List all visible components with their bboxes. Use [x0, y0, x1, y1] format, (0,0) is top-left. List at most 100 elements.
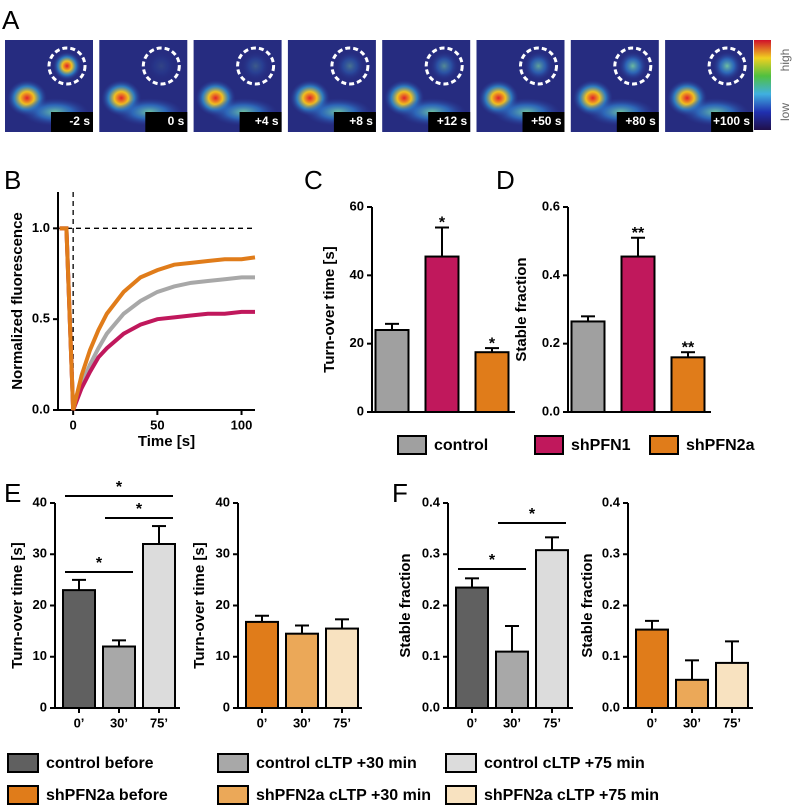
panel-label: E [4, 478, 21, 508]
y-tick-label: 10 [216, 648, 230, 663]
y-tick-label: 0.0 [422, 699, 440, 714]
series-line [59, 226, 256, 411]
bar [535, 549, 569, 710]
stamp-bg [239, 112, 282, 132]
x-tick-label: 0’ [257, 715, 268, 730]
timestamp: +12 s [437, 114, 468, 128]
timestamp: +80 s [625, 114, 656, 128]
legend-label: shPFN2a cLTP +30 min [256, 787, 431, 804]
x-tick-label: 30’ [110, 715, 128, 730]
blob [147, 52, 176, 80]
y-tick-label: 0.1 [602, 648, 620, 663]
y-axis-label: Turn-over time [s] [321, 246, 338, 372]
legend-swatch [649, 435, 679, 455]
x-tick-label: 30’ [293, 715, 311, 730]
legend-label: control [434, 437, 488, 454]
micrograph: +100 s [665, 40, 754, 132]
x-tick-label: 0’ [74, 715, 85, 730]
y-tick-label: 60 [350, 198, 364, 213]
micrograph: 0 s [99, 40, 188, 132]
stamp-bg [616, 112, 659, 132]
stamp-bg [333, 112, 376, 132]
blob [618, 52, 647, 80]
legend-label: shPFN2a [686, 437, 755, 454]
significance: * [489, 335, 496, 352]
legend-label: control before [46, 755, 154, 772]
bar [474, 351, 510, 414]
legend-label: control cLTP +75 min [484, 755, 645, 772]
y-tick-label: 20 [350, 335, 364, 350]
y-tick-label: 0.2 [602, 597, 620, 612]
micrograph: +4 s [193, 40, 282, 132]
x-axis-label: Time [s] [138, 433, 195, 450]
y-tick-label: 30 [33, 546, 47, 561]
y-tick-label: 0.4 [422, 494, 441, 509]
y-tick-label: 40 [33, 494, 47, 509]
bar [374, 329, 410, 413]
legend-label: shPFN2a cLTP +75 min [484, 787, 659, 804]
y-tick-label: 0.2 [542, 335, 560, 350]
stamp-bg [145, 112, 188, 132]
legend-swatch [445, 785, 477, 805]
significance: * [489, 552, 496, 569]
blob [53, 52, 81, 80]
bleach-roi [613, 46, 653, 86]
y-tick-label: 0 [223, 699, 230, 714]
x-tick-label: 0’ [647, 715, 658, 730]
colorbar-label: high [778, 49, 792, 72]
bleach-roi [236, 46, 276, 86]
y-tick-label: 0 [40, 699, 47, 714]
stamp-bg [522, 112, 565, 132]
significance: * [96, 555, 103, 572]
panel-label: C [304, 165, 323, 195]
y-tick-label: 0.0 [542, 403, 560, 418]
legend-swatch [534, 435, 564, 455]
bar [635, 628, 669, 710]
y-tick-label: 0.3 [602, 546, 620, 561]
micrograph: +8 s [287, 40, 376, 132]
y-tick-label: 0.6 [542, 198, 560, 213]
panel-label: F [392, 478, 408, 508]
y-tick-label: 0.5 [32, 311, 50, 326]
timestamp: -2 s [69, 114, 90, 128]
bleach-roi [519, 46, 558, 86]
bar [570, 320, 606, 414]
significance: * [116, 479, 123, 496]
y-tick-label: 1.0 [32, 220, 50, 235]
significance: ** [682, 339, 695, 356]
bar [715, 661, 749, 710]
legend-label: control cLTP +30 min [256, 755, 417, 772]
bleach-roi [141, 46, 181, 86]
y-tick-label: 0 [357, 403, 364, 418]
y-tick-label: 30 [216, 546, 230, 561]
y-tick-label: 10 [33, 648, 47, 663]
legend-swatch [445, 753, 477, 773]
y-tick-label: 0.4 [542, 267, 561, 282]
y-tick-label: 0.2 [422, 597, 440, 612]
bleach-roi [424, 46, 464, 86]
y-tick-label: 40 [350, 267, 364, 282]
panel-label: D [496, 165, 515, 195]
y-tick-label: 0.3 [422, 546, 440, 561]
bleach-roi [707, 46, 747, 86]
y-axis-label: Normalized fluorescence [9, 212, 26, 390]
timestamp: +4 s [255, 114, 279, 128]
bar [424, 255, 460, 413]
significance: ** [632, 225, 645, 242]
y-axis-label: Stable fraction [513, 257, 530, 361]
x-tick-label: 75’ [543, 715, 561, 730]
x-tick-label: 0’ [467, 715, 478, 730]
bar [102, 645, 136, 709]
x-tick-label: 75’ [723, 715, 741, 730]
bar [62, 589, 96, 709]
legend-swatch [7, 753, 39, 773]
micrograph: +12 s [382, 40, 471, 132]
timestamp: +8 s [349, 114, 373, 128]
micrograph: -2 s [5, 40, 93, 132]
bar [285, 632, 319, 709]
timestamp: 0 s [168, 114, 185, 128]
micrograph: +80 s [570, 40, 659, 132]
bar [620, 255, 656, 413]
x-tick-label: 75’ [333, 715, 351, 730]
